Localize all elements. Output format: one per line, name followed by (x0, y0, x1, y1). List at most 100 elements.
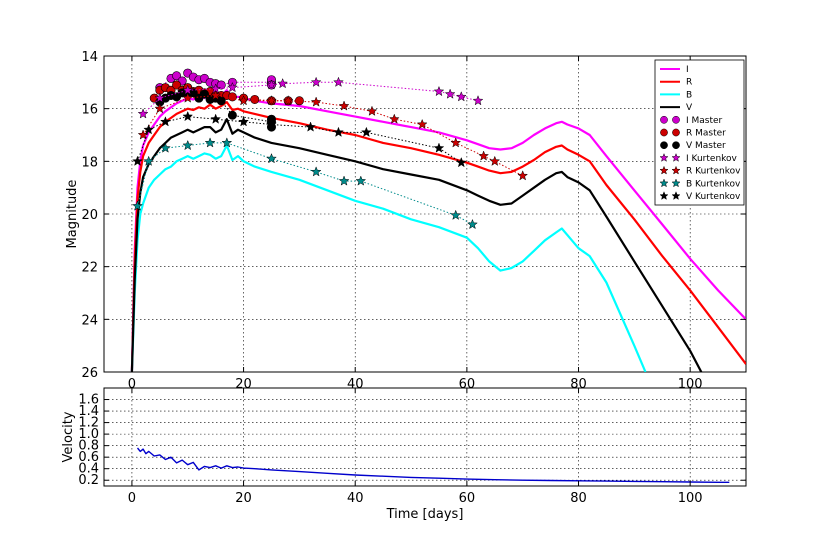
series-r-kurtenkov-point (338, 100, 350, 111)
series-b-kurtenkov-point (204, 137, 216, 148)
velocity-ticks: 0 20 40 60 80 100 0.20.40.60.81.01.21.41.6 (78, 388, 746, 506)
velocity-xtick-label: 60 (459, 491, 476, 506)
series-b-kurtenkov-point (467, 218, 478, 230)
series-b-kurtenkov-point (143, 155, 155, 166)
series-r-kurtenkov-point (366, 105, 378, 116)
legend-swatch (671, 178, 681, 188)
legend-label: R Master (686, 129, 726, 139)
velocity-panel: 0 20 40 60 80 100 0.20.40.60.81.01.21.41.6 Vel… (61, 387, 747, 522)
legend-label: I Kurtenkov (686, 154, 738, 164)
legend-item-r: R (660, 78, 692, 88)
velocity-xtick-label: 100 (678, 491, 703, 506)
legend-label: B (686, 90, 692, 100)
series-b-kurtenkov-point (159, 142, 171, 153)
legend-label: B Kurtenkov (686, 179, 741, 189)
legend-swatch (659, 165, 669, 175)
series-b-line (130, 144, 647, 372)
series-i-kurtenkov-point (455, 91, 467, 102)
series-r-kurtenkov-point (310, 96, 322, 107)
series-r-master-point (250, 94, 260, 104)
series-r-kurtenkov-point (489, 155, 501, 166)
series-b-kurtenkov-connector (137, 142, 473, 225)
series-r-kurtenkov-point (154, 102, 166, 114)
legend-item-i-kurtenkov: I Kurtenkov (659, 153, 738, 164)
series-v-kurtenkov-connector (137, 116, 462, 164)
legend-item-i: I (660, 65, 689, 75)
series-i-master-point (172, 71, 182, 81)
velocity-plot-frame (103, 387, 747, 487)
magnitude-ytick-label: 18 (81, 155, 98, 170)
legend-item-r-kurtenkov: R Kurtenkov (659, 165, 741, 177)
legend-item-b: B (660, 90, 692, 100)
legend-item-r-master: R Master (660, 129, 726, 139)
series-v-kurtenkov-point (333, 126, 344, 137)
series-v-master-point (199, 89, 209, 99)
velocity-ytick-label: 0.2 (78, 473, 99, 488)
velocity-ytick-label: 1.0 (78, 427, 99, 442)
legend-swatch (671, 165, 681, 175)
series-i-kurtenkov-point (182, 84, 194, 95)
legend-item-v-kurtenkov: V Kurtenkov (659, 191, 741, 202)
magnitude-ytick-label: 26 (81, 366, 98, 381)
velocity-xtick-label: 40 (347, 491, 364, 506)
magnitude-ytick-label: 22 (81, 261, 98, 276)
velocity-axis-title: Velocity (61, 411, 76, 462)
legend-label: I (686, 65, 689, 75)
series-r-master-point (294, 96, 304, 106)
series-v-kurtenkov-point (433, 142, 445, 153)
legend-label: R (686, 78, 692, 88)
legend-label: R Kurtenkov (686, 167, 741, 177)
legend-item-v: V (660, 103, 693, 113)
magnitude-ytick-label: 20 (81, 208, 98, 223)
series-i-kurtenkov-point (333, 76, 344, 87)
magnitude-ytick-label: 16 (81, 103, 98, 118)
legend-label: V Kurtenkov (686, 192, 741, 202)
velocity-ytick-label: 1.4 (78, 404, 99, 419)
velocity-grid (104, 388, 746, 486)
series-v-kurtenkov-point (132, 155, 143, 166)
series-v-kurtenkov-point (360, 126, 372, 137)
legend-box (654, 59, 745, 206)
series-v-kurtenkov-point (266, 118, 277, 130)
series-v-kurtenkov-point (238, 116, 249, 127)
series-i-kurtenkov-point (310, 76, 322, 87)
series-r-kurtenkov-point (478, 150, 490, 161)
velocity-ytick-label: 1.2 (78, 416, 99, 431)
legend-swatch (659, 153, 669, 162)
legend-swatch (660, 141, 668, 150)
series-v-master-point (227, 110, 237, 120)
series-r-kurtenkov-point (182, 92, 194, 103)
series-r-master-point (172, 80, 182, 90)
series-b-kurtenkov-point (310, 166, 322, 177)
legend-swatch (672, 115, 680, 124)
legend-item-b-kurtenkov: B Kurtenkov (659, 178, 741, 189)
series-b-kurtenkov-point (338, 175, 350, 186)
magnitude-series (130, 68, 746, 372)
series-r-kurtenkov-point (238, 95, 249, 106)
velocity-series (136, 447, 730, 483)
series-r-kurtenkov-connector (142, 94, 523, 177)
velocity-xtick-label: 20 (235, 491, 252, 506)
magnitude-xtick-label: 0 (128, 377, 136, 392)
legend-label: V (686, 103, 693, 113)
legend-item-v-master: V Master (660, 141, 726, 151)
series-r-kurtenkov-point (282, 95, 294, 106)
series-v-kurtenkov-point (143, 124, 155, 135)
legend-label: I Master (686, 116, 723, 126)
series-r-kurtenkov-point (210, 89, 222, 101)
series-b-kurtenkov-point (266, 152, 277, 164)
series-v-master-connector (159, 92, 272, 128)
magnitude-ytick-label: 14 (81, 50, 98, 65)
velocity-ytick-label: 0.4 (78, 462, 99, 477)
series-r-kurtenkov-point (450, 137, 462, 148)
series-v-kurtenkov-point (455, 156, 467, 168)
series-i-kurtenkov-point (444, 88, 456, 99)
series-r-kurtenkov-point (416, 118, 428, 130)
velocity-ytick-label: 0.6 (78, 450, 99, 465)
series-v-kurtenkov-point (159, 116, 171, 127)
legend-swatch (660, 128, 668, 137)
velocity-series-line (136, 447, 730, 483)
